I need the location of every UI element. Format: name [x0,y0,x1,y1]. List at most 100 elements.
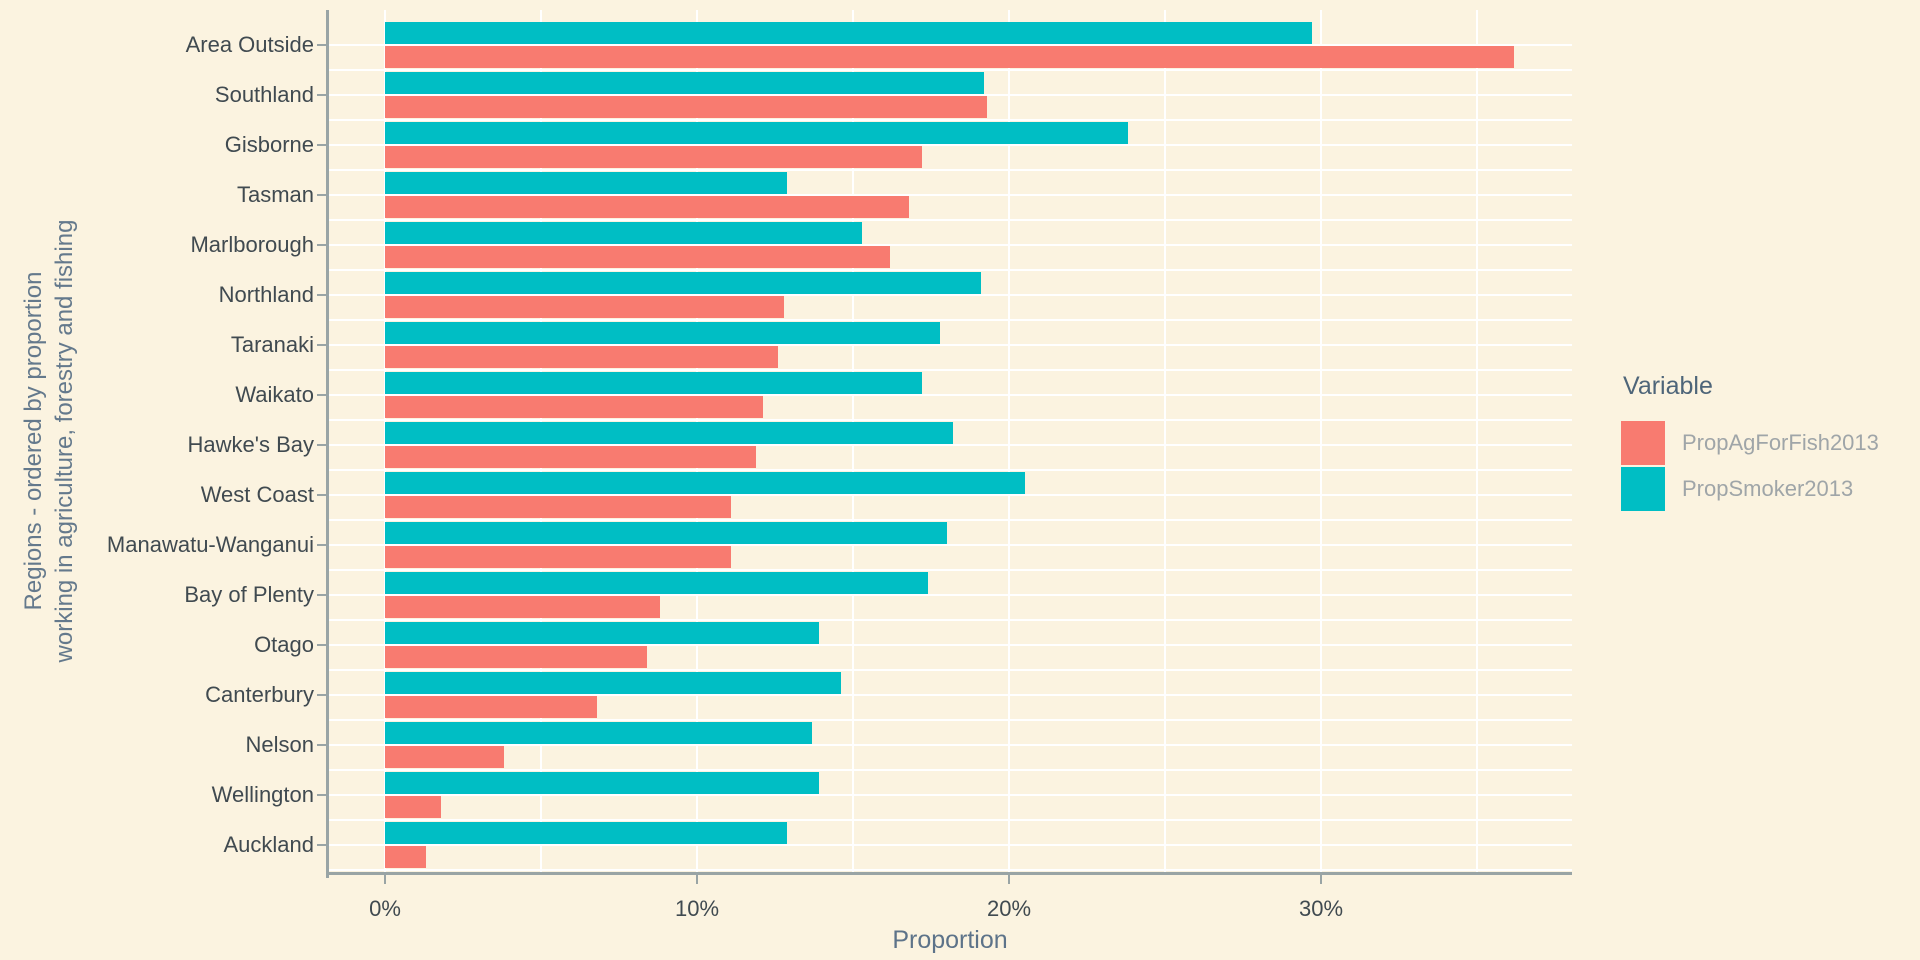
x-tick-mark [383,875,387,884]
y-tick-label: Waikato [235,382,314,407]
y-tick-label: Auckland [223,832,314,857]
legend-item: PropSmoker2013 [1621,467,1853,511]
bar-PropSmoker2013 [385,571,928,594]
y-tick-label: West Coast [200,482,314,507]
bar-PropAgForFish2013 [385,96,988,119]
bar-PropSmoker2013 [385,621,819,644]
y-tick-label: Southland [214,82,314,107]
y-tick-label: Nelson [245,732,314,757]
gridline-minor-h [328,869,1572,871]
bar-PropAgForFish2013 [385,46,1515,69]
bar-PropSmoker2013 [385,821,788,844]
plot-panel [328,10,1572,873]
y-tick-mark [317,293,326,297]
bar-PropSmoker2013 [385,171,788,194]
y-tick-mark [317,693,326,697]
bar-PropAgForFish2013 [385,646,648,669]
y-tick-label: Wellington [211,782,314,807]
bar-PropAgForFish2013 [385,196,910,219]
gridline-major-h [328,793,1572,797]
bar-PropSmoker2013 [385,471,1025,494]
y-axis-line [326,10,329,878]
bar-PropAgForFish2013 [385,396,763,419]
bar-PropSmoker2013 [385,71,985,94]
y-tick-mark [317,43,326,47]
x-tick-label: 20% [986,896,1032,921]
bar-PropSmoker2013 [385,521,947,544]
bar-PropAgForFish2013 [385,546,732,569]
gridline-minor-h [328,69,1572,71]
x-tick-mark [695,875,699,884]
y-tick-mark [317,843,326,847]
y-tick-mark [317,593,326,597]
legend-title: Variable [1623,372,1713,400]
gridline-minor-v [1164,10,1166,873]
y-tick-mark [317,793,326,797]
bar-PropAgForFish2013 [385,596,660,619]
bar-PropSmoker2013 [385,21,1312,44]
legend-swatch-PropAgForFish2013 [1621,421,1665,465]
gridline-major-h [328,443,1572,447]
y-tick-mark [317,243,326,247]
gridline-minor-v [1476,10,1478,873]
gridline-minor-h [328,669,1572,671]
gridline-major-h [328,43,1572,47]
y-tick-mark [317,193,326,197]
x-tick-label: 30% [1298,896,1344,921]
x-tick-label: 10% [674,896,720,921]
gridline-major-h [328,693,1572,697]
gridline-major-h [328,843,1572,847]
bar-PropAgForFish2013 [385,746,504,769]
x-axis-title: Proportion [892,926,1008,954]
y-tick-label: Bay of Plenty [184,582,314,607]
bar-PropSmoker2013 [385,371,922,394]
bar-PropSmoker2013 [385,121,1128,144]
gridline-major-h [328,343,1572,347]
y-tick-label: Tasman [236,182,314,207]
bar-PropAgForFish2013 [385,246,891,269]
y-tick-mark [317,743,326,747]
gridline-major-h [328,93,1572,97]
x-tick-mark [1319,875,1323,884]
gridline-minor-h [328,419,1572,421]
y-tick-mark [317,493,326,497]
gridline-major-h [328,193,1572,197]
gridline-minor-h [328,819,1572,821]
gridline-major-h [328,543,1572,547]
bar-PropSmoker2013 [385,271,981,294]
gridline-major-h [328,243,1572,247]
bar-PropSmoker2013 [385,671,841,694]
y-tick-mark [317,343,326,347]
bar-PropAgForFish2013 [385,796,442,819]
bar-PropAgForFish2013 [385,346,779,369]
y-tick-label: Hawke's Bay [187,432,314,457]
y-tick-label: Taranaki [230,332,314,357]
gridline-major-h [328,593,1572,597]
y-tick-label: Gisborne [224,132,314,157]
y-tick-mark [317,143,326,147]
gridline-major-v [1319,10,1323,873]
y-tick-mark [317,543,326,547]
bar-PropAgForFish2013 [385,696,598,719]
y-tick-label: Northland [218,282,314,307]
y-tick-mark [317,643,326,647]
x-tick-label: 0% [369,896,401,921]
legend-swatch-PropSmoker2013 [1621,467,1665,511]
bar-PropSmoker2013 [385,721,813,744]
gridline-minor-h [328,169,1572,171]
legend-item: PropAgForFish2013 [1621,421,1879,465]
gridline-major-h [328,743,1572,747]
y-tick-mark [317,93,326,97]
y-tick-mark [317,393,326,397]
gridline-minor-h [328,469,1572,471]
bar-PropSmoker2013 [385,421,953,444]
y-tick-label: Canterbury [205,682,314,707]
bar-PropSmoker2013 [385,771,819,794]
y-tick-label: Manawatu-Wanganui [106,532,314,557]
x-tick-mark [1007,875,1011,884]
gridline-major-h [328,643,1572,647]
gridline-minor-h [328,319,1572,321]
bar-PropAgForFish2013 [385,846,426,869]
gridline-minor-h [328,119,1572,121]
y-tick-label: Otago [254,632,314,657]
